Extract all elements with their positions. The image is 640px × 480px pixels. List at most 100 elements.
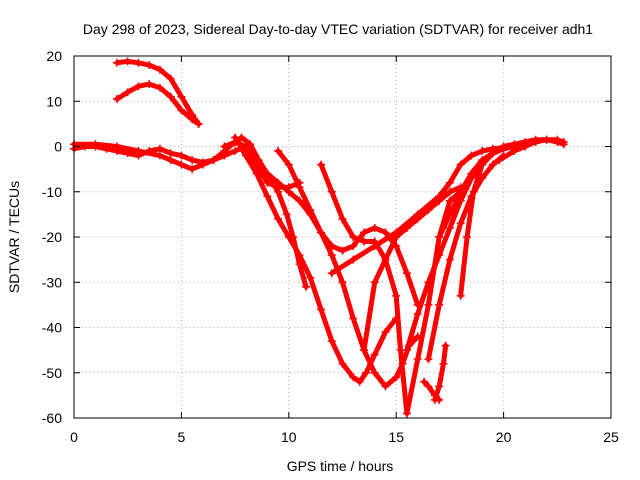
y-tick-label: 20 xyxy=(46,48,62,64)
data-point xyxy=(370,350,379,359)
y-axis-label: SDTVAR / TECUs xyxy=(6,181,22,293)
data-point xyxy=(435,382,444,391)
y-tick-label: 10 xyxy=(46,93,62,109)
data-point xyxy=(241,151,250,160)
data-point xyxy=(112,58,121,67)
data-point xyxy=(112,94,121,103)
data-point xyxy=(381,382,390,391)
data-point xyxy=(301,282,310,291)
data-point xyxy=(445,178,454,187)
data-point xyxy=(284,160,293,169)
data-point xyxy=(246,140,255,149)
data-point xyxy=(188,115,197,124)
data-point xyxy=(274,214,283,223)
data-point xyxy=(317,228,326,237)
data-point xyxy=(91,140,100,149)
data-point xyxy=(445,196,454,205)
data-point xyxy=(123,57,132,66)
series-sat-n xyxy=(458,144,528,299)
data-point xyxy=(349,373,358,382)
data-point xyxy=(413,355,422,364)
data-point xyxy=(252,156,261,165)
data-point xyxy=(435,251,444,260)
data-point xyxy=(145,61,154,70)
data-point xyxy=(166,74,175,83)
data-point xyxy=(295,251,304,260)
data-point xyxy=(263,192,272,201)
data-point xyxy=(145,80,154,89)
data-point xyxy=(424,205,433,214)
data-point xyxy=(402,223,411,232)
series-sat-k xyxy=(404,162,485,353)
data-point xyxy=(349,242,358,251)
data-series xyxy=(70,57,568,418)
data-point xyxy=(338,278,347,287)
data-point xyxy=(220,142,229,151)
data-point xyxy=(177,92,186,101)
data-point xyxy=(327,187,336,196)
data-point xyxy=(542,135,551,144)
data-point xyxy=(220,151,229,160)
data-point xyxy=(338,359,347,368)
data-point xyxy=(362,368,371,377)
data-point xyxy=(435,300,444,309)
data-point xyxy=(413,309,422,318)
data-point xyxy=(381,328,390,337)
y-tick-label: -50 xyxy=(42,365,62,381)
data-point xyxy=(424,300,433,309)
x-tick-label: 0 xyxy=(70,429,78,445)
y-tick-label: -30 xyxy=(42,274,62,290)
data-point xyxy=(134,82,143,91)
data-point xyxy=(456,187,465,196)
y-tick-label: 0 xyxy=(54,139,62,155)
data-point xyxy=(231,147,240,156)
data-point xyxy=(392,233,401,241)
data-point xyxy=(166,156,175,165)
data-point xyxy=(327,337,336,346)
x-tick-label: 20 xyxy=(496,429,512,445)
data-point xyxy=(284,187,293,196)
data-point xyxy=(445,223,454,232)
data-point xyxy=(467,169,476,178)
data-point xyxy=(392,291,401,300)
data-point xyxy=(177,151,186,160)
series-sat-l xyxy=(425,153,507,362)
data-point xyxy=(456,160,465,169)
data-point xyxy=(188,165,197,174)
data-point xyxy=(445,187,454,196)
data-point xyxy=(284,233,293,241)
data-point xyxy=(553,135,562,144)
chart-title: Day 298 of 2023, Sidereal Day-to-day VTE… xyxy=(83,21,593,37)
x-tick-label: 25 xyxy=(603,429,619,445)
data-point xyxy=(445,210,454,219)
data-point xyxy=(177,106,186,115)
data-point xyxy=(456,291,465,300)
y-tick-label: -10 xyxy=(42,184,62,200)
data-point xyxy=(282,210,291,219)
data-point xyxy=(392,373,401,382)
data-point xyxy=(441,341,450,350)
data-point xyxy=(467,151,476,160)
data-point xyxy=(420,377,429,386)
data-point xyxy=(495,156,504,165)
data-point xyxy=(521,142,530,151)
y-tick-label: -60 xyxy=(42,410,62,426)
data-point xyxy=(359,228,368,237)
data-point xyxy=(445,255,454,264)
data-point xyxy=(177,160,186,169)
data-point xyxy=(188,156,197,165)
series-sat-r xyxy=(432,343,449,403)
data-point xyxy=(209,156,218,165)
data-point xyxy=(510,140,519,149)
data-point xyxy=(274,147,283,156)
data-point xyxy=(317,160,326,169)
data-point xyxy=(194,119,203,128)
data-point xyxy=(359,237,368,246)
data-point xyxy=(263,178,272,187)
data-point xyxy=(295,183,304,192)
data-point xyxy=(231,133,240,142)
series-sat-j xyxy=(361,184,464,353)
data-point xyxy=(327,251,336,260)
data-point xyxy=(463,233,472,241)
data-point xyxy=(355,377,364,386)
